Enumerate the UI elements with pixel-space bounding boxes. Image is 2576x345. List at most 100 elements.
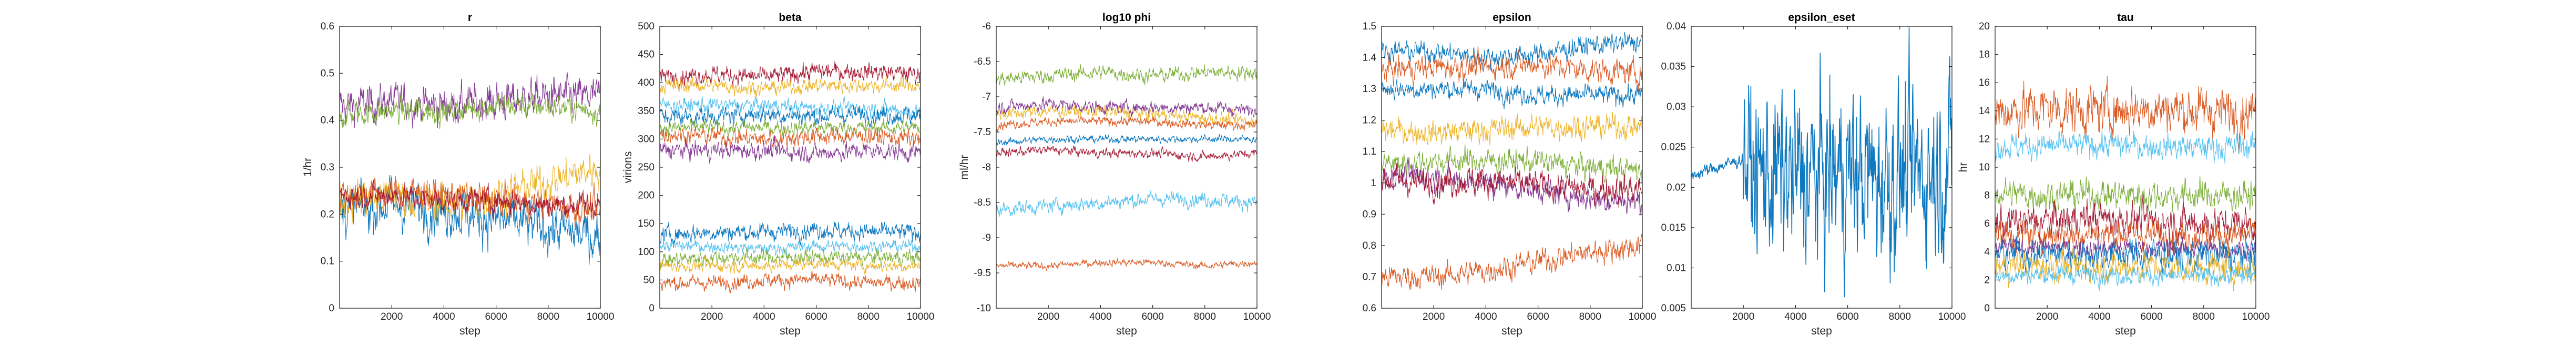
x-tick-label: 6000: [2140, 311, 2162, 322]
y-tick-label: 0.4: [321, 115, 335, 126]
series-line-9: [1995, 265, 2256, 291]
y-tick-label: 0: [1984, 303, 1990, 314]
series-line-7: [1995, 230, 2256, 278]
series-line-6: [660, 126, 921, 150]
y-tick-label: 150: [638, 218, 655, 229]
series-line-3: [1382, 78, 1642, 109]
x-tick-label: 4000: [2088, 311, 2110, 322]
y-tick-label: 350: [638, 106, 655, 117]
y-tick-label: -7: [982, 92, 991, 103]
chart-title: beta: [779, 12, 802, 24]
y-tick-label: 6: [1984, 218, 1990, 229]
y-tick-label: 1.2: [1363, 115, 1376, 126]
y-tick-label: 0.6: [321, 21, 334, 32]
x-tick-label: 2000: [1732, 311, 1754, 322]
x-axis-label: step: [780, 325, 801, 337]
series-line-8: [1382, 234, 1642, 290]
y-tick-label: 16: [1979, 77, 1990, 88]
y-tick-label: 250: [638, 162, 655, 173]
series-line-5: [1382, 144, 1642, 184]
x-tick-label: 6000: [1836, 311, 1858, 322]
chart-panel-4: 2000 4000 6000 8000 10000 0.6 0.7 0.8 0.9 1 1.1 1.2…: [1363, 12, 1657, 337]
y-tick-label: -8.5: [974, 197, 991, 208]
x-tick-label: 8000: [857, 311, 880, 322]
series-line-7: [1382, 163, 1642, 208]
series-line-10: [660, 247, 921, 269]
x-axis-label: step: [2115, 325, 2136, 337]
series-line-7: [660, 135, 921, 164]
y-tick-label: 10: [1979, 162, 1990, 173]
y-tick-label: 0.6: [1363, 303, 1376, 314]
y-tick-label: -6.5: [974, 56, 991, 67]
y-tick-label: 0.3: [321, 162, 334, 173]
y-axis-label: virions: [622, 151, 634, 184]
y-tick-label: -10: [977, 303, 991, 314]
series-line-8: [996, 258, 1257, 272]
y-tick-label: -8: [982, 162, 991, 173]
y-tick-label: 50: [643, 275, 655, 286]
series-line-12: [660, 271, 921, 293]
x-tick-label: 10000: [1938, 311, 1966, 322]
y-axis-label: 1/hr: [302, 158, 314, 177]
y-tick-label: 0.02: [1667, 182, 1686, 193]
y-tick-label: 0.005: [1661, 303, 1686, 314]
x-tick-label: 8000: [1889, 311, 1911, 322]
y-tick-label: 1: [1371, 178, 1376, 189]
series-line-7: [996, 190, 1257, 217]
y-tick-label: 0.035: [1661, 62, 1686, 73]
y-tick-label: 0.5: [321, 68, 334, 79]
x-tick-label: 6000: [805, 311, 827, 322]
chart-title: r: [468, 12, 472, 24]
x-tick-label: 8000: [2193, 311, 2215, 322]
x-tick-label: 10000: [907, 311, 935, 322]
x-tick-label: 6000: [485, 311, 507, 322]
y-tick-label: 12: [1979, 134, 1990, 145]
series-line-1: [1382, 32, 1642, 71]
x-tick-label: 2000: [1423, 311, 1445, 322]
chart-title: epsilon: [1493, 12, 1531, 24]
y-tick-label: 0.025: [1661, 142, 1686, 153]
series-line-1: [1995, 76, 2256, 153]
y-tick-label: 400: [638, 77, 655, 88]
y-tick-label: 4: [1984, 247, 1990, 258]
x-tick-label: 10000: [1243, 311, 1271, 322]
series-line-1: [660, 61, 921, 92]
axes-box: [1691, 26, 1953, 309]
y-tick-label: -9: [982, 232, 991, 243]
x-tick-label: 4000: [1089, 311, 1111, 322]
x-axis-label: step: [1501, 325, 1522, 337]
series-line-1: [340, 72, 600, 129]
x-axis-label: step: [1116, 325, 1137, 337]
y-tick-label: 0.7: [1363, 271, 1376, 282]
y-tick-label: 0.1: [321, 256, 334, 267]
x-tick-label: 4000: [753, 311, 775, 322]
chart-panel-2: 2000 4000 6000 8000 10000 0 50 100 150 200 250 300 3…: [622, 12, 934, 337]
series-line-5: [1995, 216, 2256, 258]
series-line-3: [996, 96, 1257, 118]
series-line-2: [660, 75, 921, 97]
x-tick-label: 6000: [1527, 311, 1549, 322]
y-tick-label: 0: [329, 303, 334, 314]
y-tick-label: 0.04: [1667, 21, 1686, 32]
y-tick-label: 450: [638, 49, 655, 60]
x-tick-label: 4000: [1475, 311, 1497, 322]
y-tick-label: 8: [1984, 190, 1990, 201]
y-tick-label: 1.3: [1363, 84, 1376, 95]
y-tick-label: 0: [649, 303, 655, 314]
y-tick-label: 2: [1984, 275, 1990, 286]
y-tick-label: 300: [638, 134, 655, 145]
y-axis-label: ml/hr: [958, 155, 970, 180]
y-tick-label: 500: [638, 21, 655, 32]
y-tick-label: 20: [1979, 21, 1990, 32]
series-line-6: [340, 179, 600, 220]
series-line-1: [996, 64, 1257, 86]
y-tick-label: -9.5: [974, 268, 991, 279]
y-axis-label: hr: [1957, 163, 1969, 172]
axes-box: [1381, 26, 1643, 309]
series-line-1: [1691, 27, 1952, 298]
y-tick-label: 200: [638, 190, 655, 201]
x-tick-label: 8000: [1194, 311, 1216, 322]
series-line-11: [660, 256, 921, 275]
series-line-2: [340, 92, 600, 129]
